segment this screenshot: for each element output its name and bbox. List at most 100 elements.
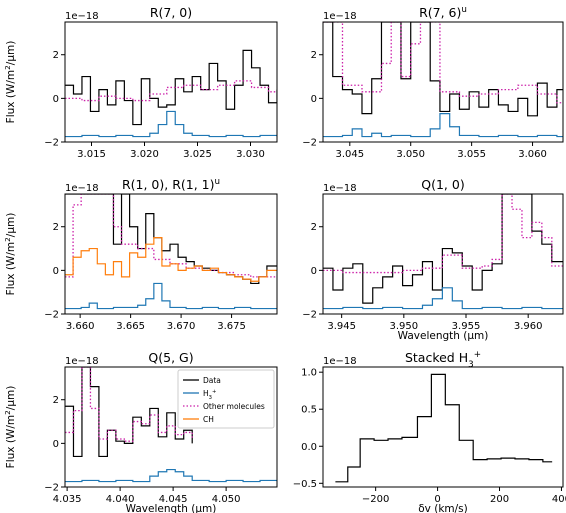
panel-title: Stacked H3+	[405, 350, 481, 370]
y-tick-label: −2	[44, 483, 59, 494]
series-h3-line	[65, 468, 277, 483]
series-data-line	[323, 22, 563, 117]
x-tick-label: 200	[490, 494, 509, 505]
x-tick-label: 3.045	[335, 149, 364, 160]
axes-frame	[64, 21, 278, 143]
y-tick-label: 0	[311, 266, 317, 277]
offset-label: 1e−18	[65, 11, 99, 22]
series-h3-line	[323, 287, 563, 310]
plot-area	[323, 194, 563, 310]
x-tick-label: 3.025	[183, 149, 212, 160]
panel-r76: 3.045 3.050 3.055 3.060 −2 0 2 1e−18 R(7, 6)u	[302, 5, 564, 160]
x-tick-label: 3.030	[236, 149, 265, 160]
x-tick-label: 3.020	[130, 149, 159, 160]
series-data-line	[323, 194, 563, 304]
y-tick-label: 0.5	[301, 405, 317, 416]
x-tick-label: 0	[434, 494, 440, 505]
panel-title: R(1, 0), R(1, 1)u	[122, 177, 220, 192]
y-tick-label: 2	[53, 395, 59, 406]
y-tick-label: 2	[53, 222, 59, 233]
axes-frame	[322, 193, 564, 315]
series-data-line	[65, 49, 277, 126]
y-tick-label: 2	[53, 50, 59, 61]
plot-area	[65, 194, 277, 310]
x-tick-label: 4.045	[159, 494, 188, 505]
panel-stacked-h3: −200 0 200 400 −0.5 0.0 0.5 1.0 1e−18 Stacked H3+…	[293, 350, 566, 513]
x-tick-label: 3.670	[167, 321, 196, 332]
offset-label: 1e−18	[323, 356, 357, 367]
offset-label: 1e−18	[323, 183, 357, 194]
x-tick-label: 3.665	[116, 321, 145, 332]
y-tick-label: 1.0	[301, 368, 317, 379]
y-axis-label: Flux (W/m2/μm)	[3, 213, 18, 296]
y-tick-label: 2	[311, 222, 317, 233]
panel-title: R(7, 6)u	[419, 5, 467, 20]
panel-q5g: 4.035 4.040 4.045 4.050 −2 0 2 1e−18 Q(5, G) Wave…	[3, 350, 278, 513]
axes-frame	[64, 366, 278, 488]
y-tick-label: −2	[44, 310, 59, 321]
series-other-line	[323, 194, 563, 274]
x-tick-label: 4.035	[53, 494, 82, 505]
axes-frame	[322, 21, 564, 143]
x-tick-label: 3.055	[457, 149, 486, 160]
y-tick-label: −0.5	[293, 479, 317, 490]
x-tick-label: −200	[362, 494, 389, 505]
x-tick-label: 400	[552, 494, 566, 505]
plot-area	[65, 49, 277, 138]
panel-title: Q(5, G)	[148, 350, 193, 365]
y-tick-label: −2	[302, 138, 317, 149]
plot-area	[323, 22, 563, 138]
series-h3-line	[65, 282, 277, 310]
legend-label-h3: H3+	[203, 389, 216, 401]
legend: Data H3+Other molecules CH	[177, 369, 275, 429]
x-tick-label: 3.945	[327, 321, 356, 332]
panel-r70: 3.015 3.020 3.025 3.030 −2 0 2 1e−18 R(7, 0) Flux…	[3, 5, 278, 160]
y-tick-label: −2	[302, 310, 317, 321]
x-tick-label: 3.955	[452, 321, 481, 332]
axes-frame	[64, 193, 278, 315]
series-other-line	[65, 194, 277, 278]
legend-label-data: Data	[203, 376, 221, 385]
x-tick-label: 3.675	[217, 321, 246, 332]
x-tick-label: 4.050	[212, 494, 241, 505]
plot-area	[65, 367, 277, 483]
x-tick-label: 4.040	[106, 494, 135, 505]
offset-label: 1e−18	[65, 356, 99, 367]
panel-r10-r11: 3.660 3.665 3.670 3.675 −2 0 2 1e−18 R(1, 0), R(…	[3, 177, 278, 332]
series-other-line	[323, 22, 563, 104]
plot-area	[335, 373, 553, 483]
legend-label-ch: CH	[203, 415, 214, 424]
panel-title: R(7, 0)	[150, 5, 192, 20]
y-tick-label: 0.0	[301, 442, 317, 453]
series-data-line	[65, 367, 193, 458]
y-tick-label: 0	[53, 439, 59, 450]
y-tick-label: 2	[311, 50, 317, 61]
x-tick-label: 3.015	[77, 149, 106, 160]
legend-label-other: Other molecules	[203, 402, 265, 411]
y-tick-label: 0	[311, 94, 317, 105]
x-axis-label: δv (km/s)	[418, 503, 468, 513]
x-axis-label: Wavelength (μm)	[126, 503, 217, 513]
panel-title: Q(1, 0)	[421, 177, 464, 192]
x-axis-label: Wavelength (μm)	[398, 330, 489, 342]
series-h3-line	[65, 110, 277, 138]
y-axis-label: Flux (W/m2/μm)	[3, 386, 18, 469]
legend-box	[177, 369, 275, 429]
series-data-line	[65, 194, 277, 285]
offset-label: 1e−18	[65, 183, 99, 194]
x-tick-label: 3.060	[518, 149, 547, 160]
series-other-line	[65, 367, 193, 442]
series-ch-line	[65, 237, 277, 282]
y-axis-label: Flux (W/m2/μm)	[3, 41, 18, 124]
panel-q10: 3.945 3.950 3.955 3.960 −2 0 2 1e−18 Q(1, 0) Wave…	[302, 177, 564, 342]
x-tick-label: 3.950	[390, 321, 419, 332]
x-tick-label: 3.660	[66, 321, 95, 332]
series-other-line	[65, 80, 277, 102]
x-tick-label: 3.960	[514, 321, 543, 332]
x-tick-label: 3.050	[396, 149, 425, 160]
y-tick-label: 0	[53, 266, 59, 277]
axes-frame	[322, 366, 564, 488]
series-data-line	[335, 373, 553, 483]
offset-label: 1e−18	[323, 11, 357, 22]
